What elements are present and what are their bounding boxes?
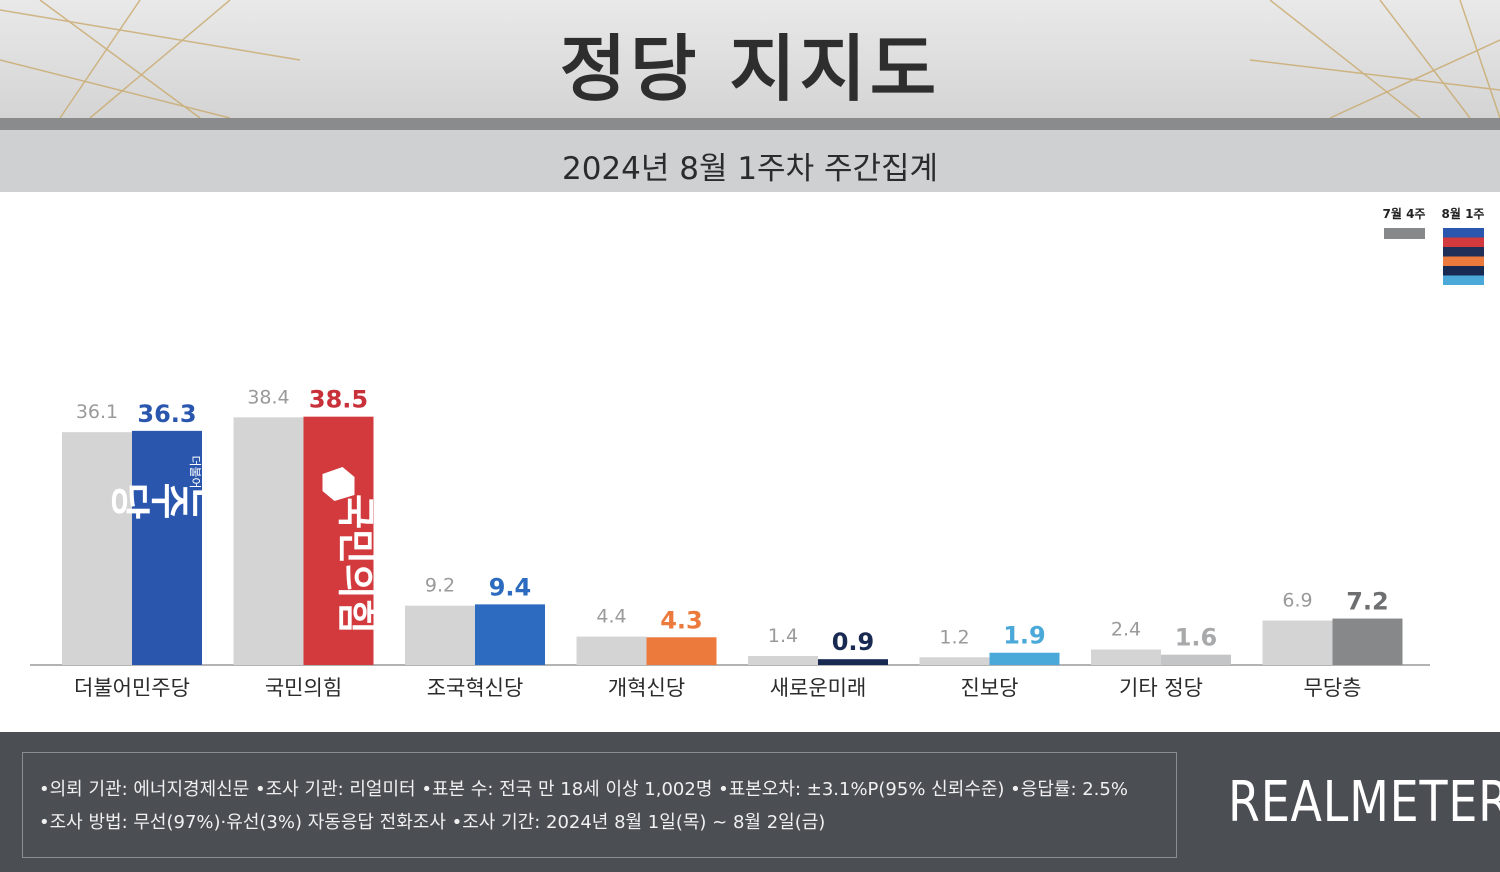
bar-curr-7 (1332, 618, 1403, 665)
survey-note-line-1: •의뢰 기관: 에너지경제신문 •조사 기관: 리얼미터 •표본 수: 전국 만… (39, 779, 1128, 800)
bar-curr-3 (646, 637, 717, 665)
ppp-logo-icon (322, 467, 355, 501)
category-label-2: 조국혁신당 (427, 676, 524, 700)
page-subtitle: 2024년 8월 1주차 주간집계 (561, 151, 939, 187)
legend-curr-label: 8월 1주 (1442, 206, 1485, 221)
legend-curr-swatch-2 (1443, 247, 1484, 257)
category-label-3: 개혁신당 (608, 676, 685, 700)
data-label-curr-0: 36.3 (137, 400, 196, 428)
category-label-1: 국민의힘 (265, 676, 342, 700)
data-label-curr-5: 1.9 (1003, 622, 1046, 650)
bar-prev-6 (1091, 649, 1161, 665)
data-label-prev-3: 4.4 (596, 606, 626, 628)
header-decoration (0, 0, 1500, 118)
data-label-curr-6: 1.6 (1175, 624, 1218, 652)
data-label-prev-4: 1.4 (768, 625, 798, 647)
bar-curr-6 (1161, 654, 1231, 665)
legend-curr-swatch-1 (1443, 237, 1484, 247)
bar-curr-1 (303, 416, 374, 665)
legend-curr-swatch-5 (1443, 275, 1484, 285)
bar-curr-0 (132, 430, 202, 665)
category-label-4: 새로운미래 (770, 676, 867, 700)
legend-curr-swatch-3 (1443, 256, 1484, 266)
data-label-prev-6: 2.4 (1111, 619, 1141, 641)
category-label-5: 진보당 (961, 676, 1019, 700)
legend-curr-swatch-0 (1443, 228, 1484, 238)
data-label-curr-3: 4.3 (660, 606, 703, 634)
democratic-logo-small-text: 더불어 (188, 455, 202, 488)
subtitle-bar (0, 130, 1500, 192)
category-label-0: 더불어민주당 (74, 676, 190, 700)
legend-prev-label: 7월 4주 (1383, 206, 1426, 221)
data-label-prev-7: 6.9 (1282, 589, 1312, 611)
page-title: 정당 지지도 (559, 27, 941, 111)
realmeter-logo: REALMETER (1228, 770, 1500, 835)
bar-prev-2 (405, 605, 475, 665)
legend-prev-swatch (1384, 228, 1425, 239)
data-label-prev-5: 1.2 (939, 626, 969, 648)
bar-prev-1 (233, 417, 304, 665)
ppp-logo-text: 국민의힘 (334, 494, 378, 634)
data-label-curr-4: 0.9 (832, 628, 875, 656)
header: 정당 지지도 (0, 0, 1500, 118)
footer: •의뢰 기관: 에너지경제신문 •조사 기관: 리얼미터 •표본 수: 전국 만… (0, 732, 1500, 872)
bar-prev-3 (576, 636, 647, 665)
bar-curr-2 (475, 604, 545, 665)
legend-curr-swatch-4 (1443, 266, 1484, 276)
bar-prev-4 (748, 655, 818, 665)
bar-prev-7 (1262, 620, 1333, 665)
bar-prev-5 (919, 657, 990, 665)
category-label-6: 기타 정당 (1119, 676, 1203, 700)
bar-curr-4 (818, 659, 888, 665)
data-label-prev-2: 9.2 (425, 575, 455, 597)
bar-curr-5 (989, 652, 1060, 665)
bar-prev-0 (62, 432, 132, 665)
data-label-curr-7: 7.2 (1346, 588, 1389, 616)
data-label-prev-1: 38.4 (247, 386, 289, 408)
survey-notes: •의뢰 기관: 에너지경제신문 •조사 기관: 리얼미터 •표본 수: 전국 만… (22, 752, 1177, 858)
header-divider (0, 118, 1500, 130)
category-label-7: 무당층 (1304, 676, 1362, 700)
bar-chart: 7월 4주 8월 1주 36.1 36.3 더불어민주당 38.4 38.5 국민의힘 9.2 9… (30, 206, 1485, 700)
survey-note-line-2: •조사 방법: 무선(97%)·유선(3%) 자동응답 전화조사 •조사 기간:… (39, 812, 826, 833)
data-label-prev-0: 36.1 (76, 401, 118, 423)
data-label-curr-1: 38.5 (309, 386, 368, 414)
democratic-logo-text: 민주당 (111, 474, 231, 520)
data-label-curr-2: 9.4 (489, 573, 532, 601)
